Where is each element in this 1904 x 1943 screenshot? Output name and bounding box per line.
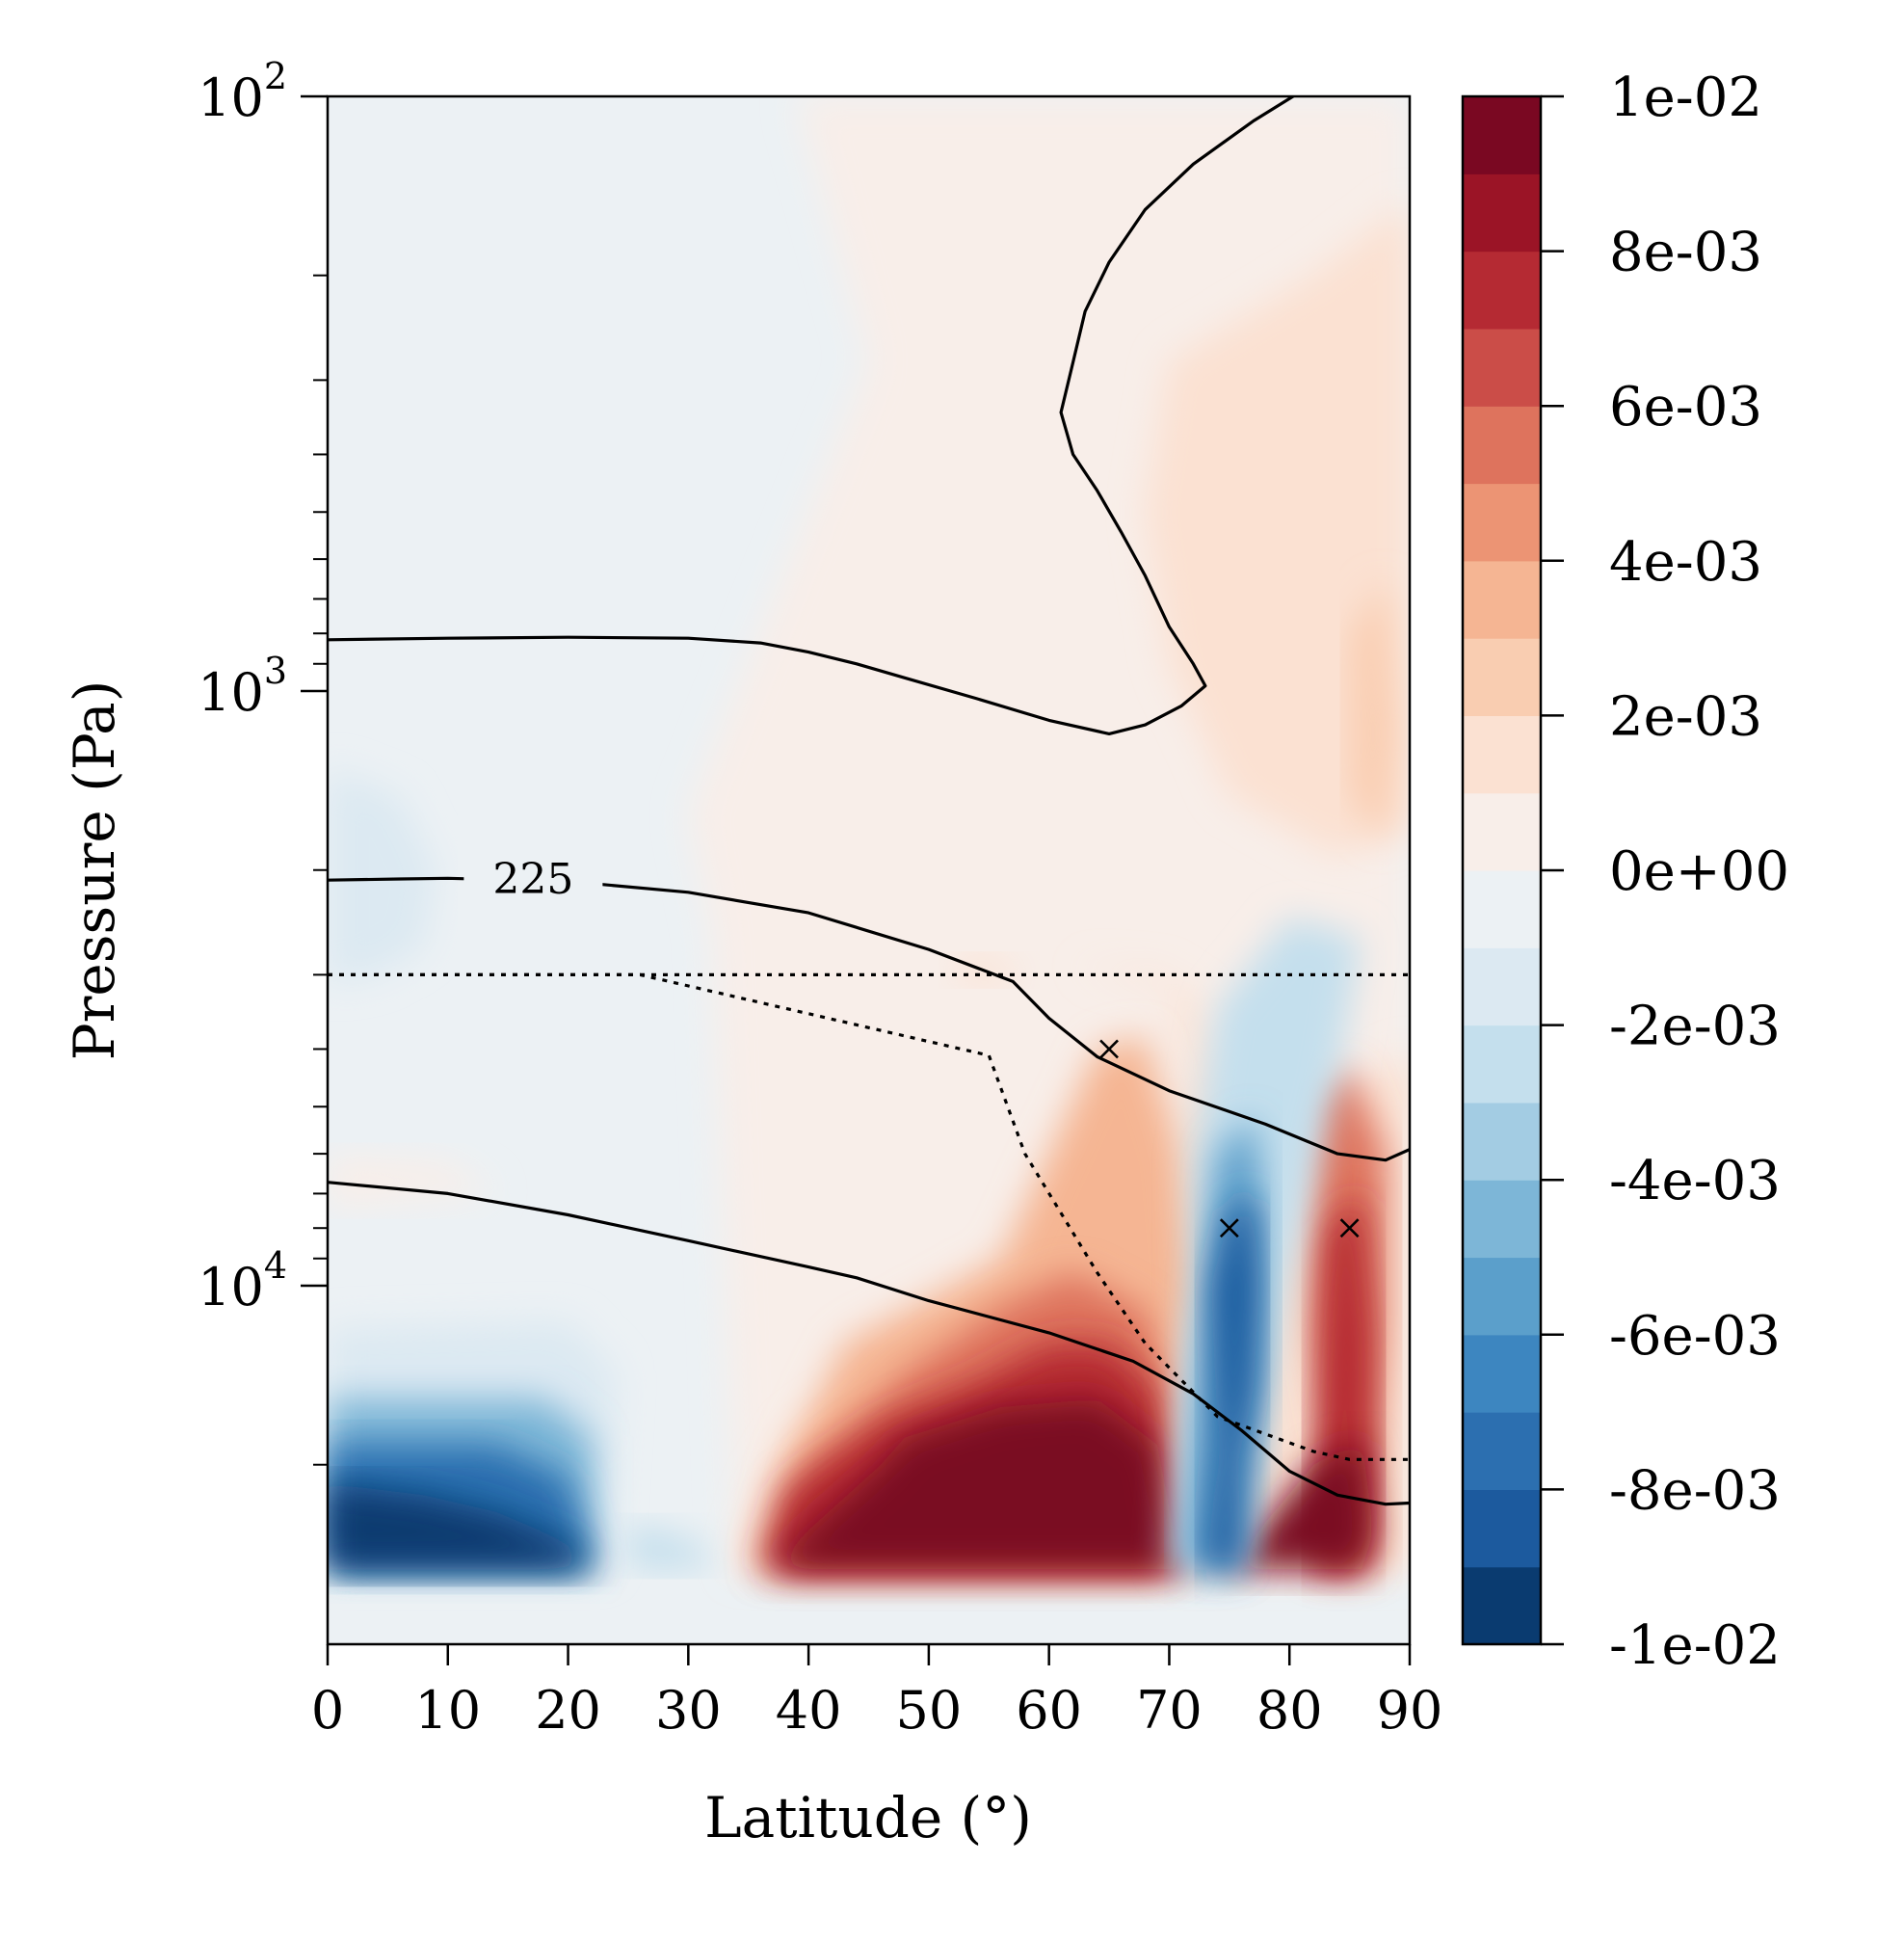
colorbar-band — [1463, 1566, 1541, 1645]
field-region-2 — [328, 768, 436, 984]
colorbar-tick-label: 4e-03 — [1609, 531, 1762, 594]
colorbar-band — [1463, 1334, 1541, 1413]
colorbar-band — [1463, 792, 1541, 871]
x-marker-stroke — [1219, 1218, 1239, 1238]
colorbar-tick-label: 8e-03 — [1609, 222, 1762, 284]
colorbar-band — [1463, 1257, 1541, 1336]
colorbar-band — [1463, 870, 1541, 948]
colorbar-band — [1463, 638, 1541, 716]
y-axis-title: Pressure (Pa) — [62, 680, 127, 1061]
x-axis: 0 10 20 30 40 50 60 70 80 90 — [311, 1644, 1443, 1741]
colorbar-tick-label: 6e-03 — [1609, 376, 1762, 439]
x-marker-3 — [1339, 1218, 1360, 1238]
x-marker-1 — [1099, 1039, 1119, 1059]
field-region-5 — [952, 956, 1025, 984]
x-tick-label: 10 — [414, 1680, 481, 1741]
y-tick-base: 10 — [198, 67, 264, 128]
field-region-4 — [1349, 579, 1398, 843]
colorbar-band — [1463, 1102, 1541, 1181]
x-tick-label: 20 — [535, 1680, 601, 1741]
contour-line-3 — [328, 1181, 1410, 1506]
colorbar-tick-label: -4e-03 — [1609, 1150, 1781, 1212]
field-region-10 — [772, 1398, 1181, 1570]
colorbar-tick-label: -1e-02 — [1609, 1614, 1781, 1677]
field-region-3 — [1145, 200, 1410, 858]
colorbar-band — [1463, 560, 1541, 639]
x-tick-label: 30 — [655, 1680, 722, 1741]
y-tick-base: 10 — [198, 1257, 264, 1318]
x-axis-title: Latitude (°) — [704, 1785, 1032, 1850]
colorbar-tick-label: 2e-03 — [1609, 685, 1762, 748]
y-tick-label: 104 — [198, 1244, 287, 1318]
colorbar-band — [1463, 251, 1541, 330]
y-tick-base: 10 — [198, 662, 264, 723]
colorbar-tick-label: -6e-03 — [1609, 1305, 1781, 1368]
colorbar-tick-label: -8e-03 — [1609, 1459, 1781, 1522]
y-tick-label: 102 — [198, 55, 287, 128]
colorbar-band — [1463, 1180, 1541, 1259]
x-tick-label: 70 — [1136, 1680, 1203, 1741]
field-region-20 — [328, 1483, 593, 1570]
contour-field — [328, 96, 1410, 1644]
x-tick-label: 50 — [896, 1680, 963, 1741]
contour-line-1 — [328, 96, 1297, 736]
colorbar-tick-label: -2e-03 — [1609, 996, 1781, 1058]
colorbar-band — [1463, 406, 1541, 485]
colorbar-tick-label: 0e+00 — [1609, 840, 1789, 903]
contour-label: 225 — [492, 855, 573, 904]
x-tick-label: 90 — [1377, 1680, 1443, 1741]
colorbar-band — [1463, 328, 1541, 407]
field-region-16 — [1204, 1193, 1259, 1570]
contour-label-background — [463, 856, 603, 907]
colorbar-band — [1463, 173, 1541, 253]
colorbar-band — [1463, 1412, 1541, 1490]
colorbar-band — [1463, 1489, 1541, 1568]
x-tick-label: 80 — [1256, 1680, 1323, 1741]
colorbar-band — [1463, 947, 1541, 1026]
field-region-21 — [627, 1522, 713, 1570]
colorbar-band — [1463, 96, 1541, 174]
x-marker-2 — [1219, 1218, 1239, 1238]
colorbar-band — [1463, 715, 1541, 794]
y-tick-label: 103 — [198, 650, 287, 723]
x-tick-label: 0 — [311, 1680, 344, 1741]
x-marker-stroke — [1099, 1039, 1119, 1059]
y-tick-exponent: 3 — [264, 650, 287, 692]
colorbar: 1e-02 8e-03 6e-03 4e-03 2e-03 0e+00 -2e-03 -4e-… — [1461, 67, 1789, 1677]
x-marker-stroke — [1339, 1218, 1360, 1238]
x-tick-label: 60 — [1016, 1680, 1082, 1741]
colorbar-band — [1463, 483, 1541, 562]
y-tick-exponent: 2 — [264, 55, 287, 97]
field-region-13 — [1229, 1437, 1374, 1570]
colorbar-band — [1463, 1025, 1541, 1104]
y-tick-exponent: 4 — [264, 1244, 287, 1287]
colorbar-tick-label: 1e-02 — [1609, 67, 1762, 129]
markers — [1099, 1039, 1360, 1238]
x-tick-label: 40 — [776, 1680, 842, 1741]
